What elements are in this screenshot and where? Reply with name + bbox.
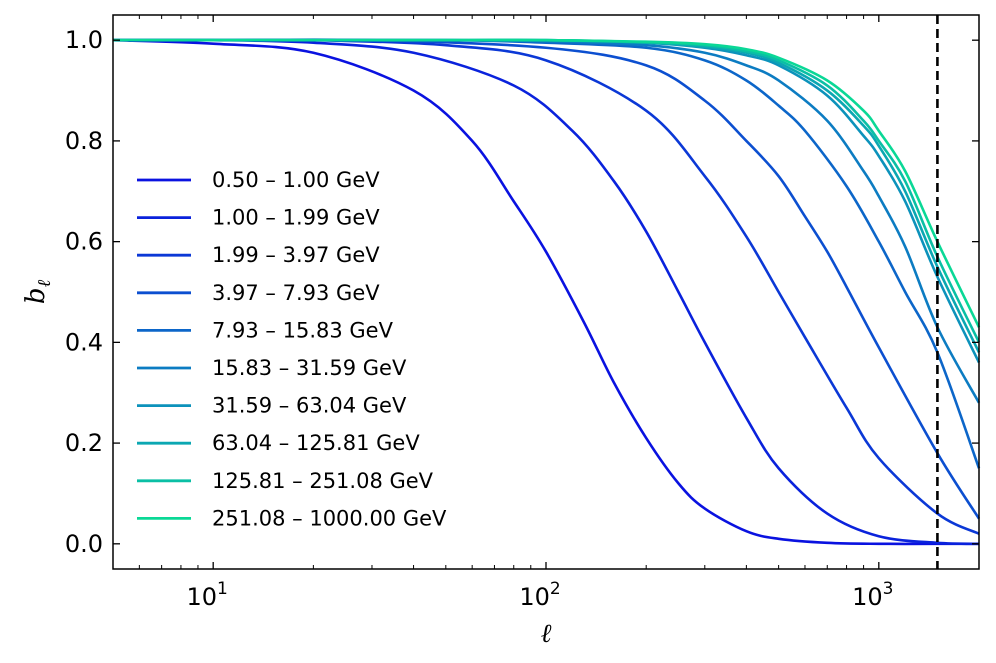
series-line-1 — [112, 38, 979, 546]
series-layer — [112, 38, 981, 546]
y-tick-label: 0.6 — [65, 228, 103, 256]
legend-label: 63.04 – 125.81 GeV — [212, 431, 420, 455]
ticks-layer: 0.0 0.2 0.4 0.6 0.8 1.0 101 102 103 — [65, 15, 979, 611]
y-tick-label: 1.0 — [65, 26, 103, 54]
y-tick-label: 0.0 — [65, 530, 103, 558]
x-tick-label: 103 — [852, 579, 893, 611]
series-line-10 — [113, 38, 981, 328]
y-tick-label: 0.2 — [65, 429, 103, 457]
x-tick-label: 101 — [186, 579, 227, 611]
legend-label: 3.97 – 7.93 GeV — [212, 281, 380, 305]
legend-label: 125.81 – 251.08 GeV — [212, 469, 434, 493]
legend-label: 1.00 – 1.99 GeV — [212, 206, 380, 230]
legend-label: 1.99 – 3.97 GeV — [212, 243, 380, 267]
series-line-2 — [112, 38, 980, 546]
legend-label: 31.59 – 63.04 GeV — [212, 394, 407, 418]
legend-label: 0.50 – 1.00 GeV — [212, 168, 380, 192]
series-line-8 — [113, 38, 981, 354]
x-tick-label: 102 — [519, 579, 560, 611]
legend-label: 7.93 – 15.83 GeV — [212, 318, 394, 342]
x-axis-label: ℓ — [541, 619, 552, 649]
y-axis-label: bℓ — [21, 279, 55, 304]
y-tick-label: 0.4 — [65, 328, 103, 356]
series-line-7 — [113, 38, 981, 364]
legend: 0.50 – 1.00 GeV 1.00 – 1.99 GeV 1.99 – 3.9… — [137, 168, 447, 530]
legend-label: 15.83 – 31.59 GeV — [212, 356, 407, 380]
legend-label: 251.08 – 1000.00 GeV — [212, 506, 447, 530]
y-tick-label: 0.8 — [65, 127, 103, 155]
